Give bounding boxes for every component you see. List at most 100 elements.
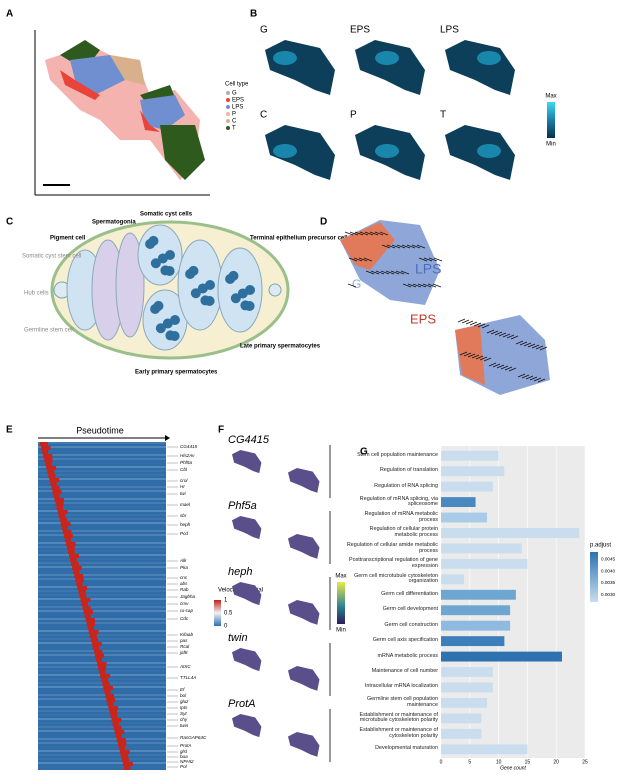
heatmap-peak xyxy=(73,570,80,574)
legend-swatch xyxy=(226,91,230,95)
bar xyxy=(441,728,482,739)
heatmap-peak xyxy=(71,562,79,566)
gene-label: gluz xyxy=(180,699,189,704)
gene-label: abs xyxy=(180,581,188,586)
heatmap-row xyxy=(38,606,166,608)
heatmap-peak xyxy=(92,646,100,650)
velocity-arrow xyxy=(358,257,368,262)
gene-label: bol xyxy=(180,693,187,698)
heatmap-row xyxy=(38,470,166,472)
heatmap-peak xyxy=(74,574,84,578)
y-tick-label: Regulation of mRNA splicing, via spliceo… xyxy=(359,495,438,508)
panel-letter: G xyxy=(360,447,368,458)
legend-tick-label: 0.0030 xyxy=(601,592,615,597)
heatmap-row xyxy=(38,522,166,524)
gene-title: twin xyxy=(228,632,248,644)
y-tick-label: Germ cell microtubule cytoskeleton organ… xyxy=(354,572,438,585)
heatmap-row xyxy=(38,566,166,568)
heatmap-row xyxy=(38,478,166,480)
heatmap-peak xyxy=(113,726,122,730)
heatmap-row xyxy=(38,462,166,464)
heatmap-row xyxy=(38,686,166,688)
gene-label: Cdc xyxy=(180,616,189,621)
heatmap-peak xyxy=(78,590,86,594)
heatmap-peak xyxy=(116,738,126,742)
x-tick-label: 25 xyxy=(582,759,588,765)
map-label: G xyxy=(260,25,268,36)
velocity-arrow xyxy=(473,322,482,327)
heatmap-peak xyxy=(111,718,122,722)
heatmap-row xyxy=(38,622,166,624)
heatmap-peak xyxy=(42,450,49,454)
gene-title: CG4415 xyxy=(228,434,270,446)
cell xyxy=(237,288,248,299)
velocity-arrow xyxy=(475,355,484,360)
map-label: P xyxy=(350,110,357,121)
heatmap-row xyxy=(38,510,166,512)
heatmap-row xyxy=(38,610,166,612)
velocity-arrow xyxy=(407,283,417,288)
heatmap-peak xyxy=(61,526,68,530)
spatial-map xyxy=(34,30,210,196)
heatmap-peak xyxy=(45,462,52,466)
diagram-label: Late primary spermatocytes xyxy=(240,344,321,350)
heatmap-peak xyxy=(40,442,48,446)
velocity-arrow xyxy=(533,377,542,382)
bar xyxy=(441,466,505,477)
cell xyxy=(197,283,208,294)
gene-label: CG4415 xyxy=(180,444,198,449)
arrow-head xyxy=(165,435,170,441)
legend-tick: 0.5 xyxy=(224,611,233,617)
axis-title: Pseudotime xyxy=(76,425,124,435)
heatmap-peak xyxy=(112,722,120,726)
heatmap-peak xyxy=(43,454,53,458)
velocity-arrow xyxy=(370,270,380,275)
gene-label: chy xyxy=(180,717,188,722)
gene-label: bua xyxy=(180,754,188,759)
y-tick-label: Maintenance of cell number xyxy=(371,668,438,675)
velocity-arrow xyxy=(390,270,400,275)
velocity-arrow xyxy=(494,331,503,336)
heatmap-peak xyxy=(90,638,99,642)
velocity-arrow xyxy=(471,354,480,359)
heatmap-peak xyxy=(85,618,95,622)
heatmap-row xyxy=(38,754,166,756)
map-highlight xyxy=(273,144,297,158)
heatmap-peak xyxy=(49,478,60,482)
map-highlight xyxy=(375,144,399,158)
heatmap-peak xyxy=(98,666,107,670)
velocity-arrow xyxy=(432,283,442,288)
heatmap-peak xyxy=(65,542,76,546)
bar xyxy=(441,512,488,523)
heatmap-row xyxy=(38,698,166,700)
scale-max: Max xyxy=(545,94,556,100)
y-tick-label: Regulation of cellular amide metabolic p… xyxy=(346,541,438,554)
heatmap-row xyxy=(38,578,166,580)
heatmap-row xyxy=(38,546,166,548)
heatmap-row xyxy=(38,722,166,724)
heatmap-peak xyxy=(46,466,57,470)
gene-label: twin xyxy=(180,723,189,728)
heatmap-peak xyxy=(53,494,60,498)
y-tick-label: Establishment or maintenance of microtub… xyxy=(359,711,438,724)
heatmap-row xyxy=(38,538,166,540)
heatmap-row xyxy=(38,682,166,684)
velocity-arrow xyxy=(479,356,488,361)
heatmap-row xyxy=(38,690,166,692)
spatial-map xyxy=(288,666,320,691)
map-label: LPS xyxy=(440,25,459,36)
velocity-arrow xyxy=(353,257,363,262)
legend-label: P xyxy=(232,112,236,118)
velocity-arrow xyxy=(416,244,426,249)
diagram-label: Early primary spermatocytes xyxy=(135,370,218,376)
legend-tick-label: 0.0035 xyxy=(601,580,615,585)
velocity-arrow xyxy=(488,362,497,367)
x-tick-label: 10 xyxy=(496,759,502,765)
velocity-arrow xyxy=(412,283,422,288)
heatmap-peak xyxy=(119,750,130,754)
scale-max: Max xyxy=(335,574,346,580)
heatmap-peak xyxy=(91,642,102,646)
velocity-arrow xyxy=(517,373,526,378)
velocity-arrow xyxy=(386,244,396,249)
